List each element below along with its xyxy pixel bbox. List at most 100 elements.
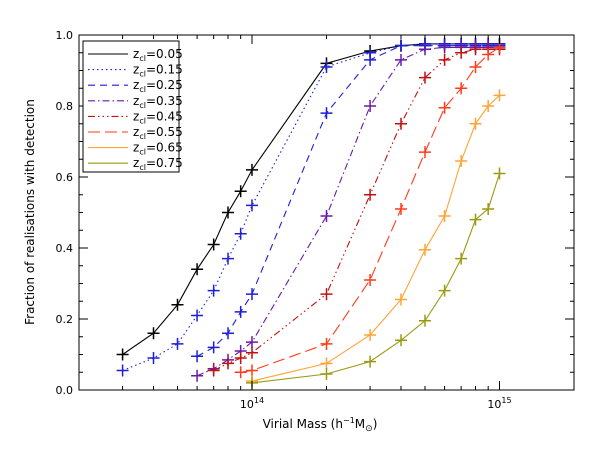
data-point (395, 39, 408, 52)
data-point (438, 53, 451, 66)
y-tick-label: 1.0 (56, 29, 74, 42)
legend: zcl=0.05zcl=0.15zcl=0.25zcl=0.35zcl=0.45… (82, 40, 183, 173)
y-tick-label: 0.0 (56, 384, 74, 397)
data-point (469, 117, 482, 130)
series-line (251, 94, 500, 382)
data-point (207, 284, 220, 297)
data-point (469, 43, 482, 56)
series-z0p65 (245, 89, 506, 388)
axes: 0.0 0.2 0.4 0.6 0.8 1.0 1014 1015 (56, 29, 575, 411)
data-point (234, 366, 247, 379)
y-tick-label: 0.2 (56, 313, 74, 326)
y-tick-label: 0.4 (56, 242, 74, 255)
series-line (251, 173, 501, 384)
data-point (320, 210, 333, 223)
legend-entry: zcl=0.55 (133, 125, 183, 141)
data-point (493, 89, 506, 102)
data-point (455, 82, 468, 95)
data-point (455, 252, 468, 265)
data-point (234, 352, 247, 365)
y-axis-label: Fraction of realisations with detection (23, 99, 37, 325)
data-point (116, 364, 129, 377)
data-point (438, 284, 451, 297)
data-point (320, 107, 333, 120)
y-tick-label: 0.6 (56, 171, 74, 184)
data-point (418, 146, 431, 159)
data-point (207, 364, 220, 377)
legend-entry: zcl=0.45 (133, 109, 183, 125)
series-line (240, 46, 500, 373)
data-point (418, 243, 431, 256)
series-z0p15 (116, 37, 506, 377)
data-point (469, 60, 482, 73)
data-point (418, 71, 431, 84)
legend-entry: zcl=0.25 (133, 78, 183, 94)
data-point (364, 328, 377, 341)
data-point (482, 48, 495, 61)
data-point (245, 288, 258, 301)
legend-entry: zcl=0.15 (133, 63, 183, 79)
data-point (455, 46, 468, 59)
data-point (147, 352, 160, 365)
data-point (245, 336, 258, 349)
data-point (438, 41, 451, 54)
data-point (171, 337, 184, 350)
data-point (320, 357, 333, 370)
data-point (395, 117, 408, 130)
data-point (320, 60, 333, 73)
series-line (213, 48, 500, 371)
data-point (245, 346, 258, 359)
data-point (364, 355, 377, 368)
data-point (395, 293, 408, 306)
series-z0p75 (245, 167, 506, 389)
data-point (191, 350, 204, 363)
data-point (245, 199, 258, 212)
x-axis-label: Virial Mass (h−1M⊙) (263, 416, 378, 434)
data-point (116, 348, 129, 361)
data-point (222, 357, 235, 370)
series-line (196, 46, 500, 377)
data-point (482, 100, 495, 112)
data-point (207, 238, 220, 251)
data-point (234, 305, 247, 318)
data-point (364, 100, 377, 112)
series-z0p45 (207, 43, 506, 377)
data-point (234, 227, 247, 240)
x-tick-label: 1015 (487, 396, 511, 411)
legend-entry: zcl=0.35 (133, 94, 183, 110)
data-point (469, 213, 482, 226)
data-point (438, 101, 451, 114)
data-point (222, 327, 235, 340)
data-point (395, 334, 408, 347)
data-point (482, 202, 495, 215)
data-point (364, 188, 377, 201)
data-point (493, 167, 506, 180)
data-point (395, 202, 408, 215)
data-point (147, 327, 160, 340)
data-point (320, 337, 333, 350)
data-point (245, 364, 258, 377)
data-point (320, 288, 333, 301)
data-point (438, 210, 451, 223)
y-tick-label: 0.8 (56, 100, 74, 113)
legend-box (82, 40, 180, 173)
data-point (418, 43, 431, 56)
data-point (191, 263, 204, 276)
data-point (364, 273, 377, 286)
data-point (191, 369, 204, 382)
data-point (320, 368, 333, 381)
data-point (222, 206, 235, 219)
data-point (207, 341, 220, 354)
data-point (395, 53, 408, 66)
x-tick-label: 1014 (240, 396, 264, 411)
legend-entry: zcl=0.05 (133, 47, 183, 63)
series-line (196, 45, 500, 357)
series-z0p55 (234, 41, 506, 379)
legend-entry: zcl=0.75 (133, 156, 183, 172)
data-point (364, 53, 377, 66)
legend-entry: zcl=0.65 (133, 141, 183, 157)
data-point (191, 309, 204, 322)
data-point (222, 252, 235, 265)
data-point (418, 314, 431, 327)
